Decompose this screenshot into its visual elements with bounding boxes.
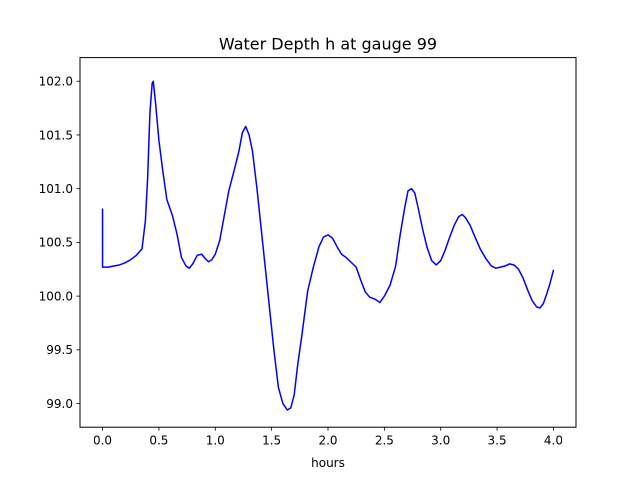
axes-frame (79, 57, 577, 428)
axis-ticks: 0.0 0.5 1.0 1.5 2.0 2.5 3.0 3.5 4.0 99.0 99.5 100.0… (39, 75, 563, 448)
y-tick-label: 100.0 (39, 289, 73, 303)
x-tick-label: 1.5 (262, 434, 281, 448)
plot-area (101, 80, 555, 411)
x-tick-label: 3.0 (431, 434, 450, 448)
x-tick-label: 1.0 (206, 434, 225, 448)
series-line-0 (101, 80, 555, 411)
x-tick-label: 4.0 (544, 434, 563, 448)
x-tick-label: 2.5 (375, 434, 394, 448)
y-tick-label: 99.0 (46, 397, 73, 411)
y-tick-label: 101.5 (39, 128, 73, 142)
y-tick-label: 99.5 (46, 343, 73, 357)
x-tick-label: 0.5 (149, 434, 168, 448)
y-tick-label: 101.0 (39, 182, 73, 196)
chart-title: Water Depth h at gauge 99 (219, 35, 437, 54)
x-axis-label: hours (311, 456, 345, 470)
x-tick-label: 0.0 (93, 434, 112, 448)
y-tick-label: 102.0 (39, 75, 73, 89)
x-tick-label: 3.5 (488, 434, 507, 448)
x-tick-label: 2.0 (318, 434, 337, 448)
y-tick-label: 100.5 (39, 236, 73, 250)
